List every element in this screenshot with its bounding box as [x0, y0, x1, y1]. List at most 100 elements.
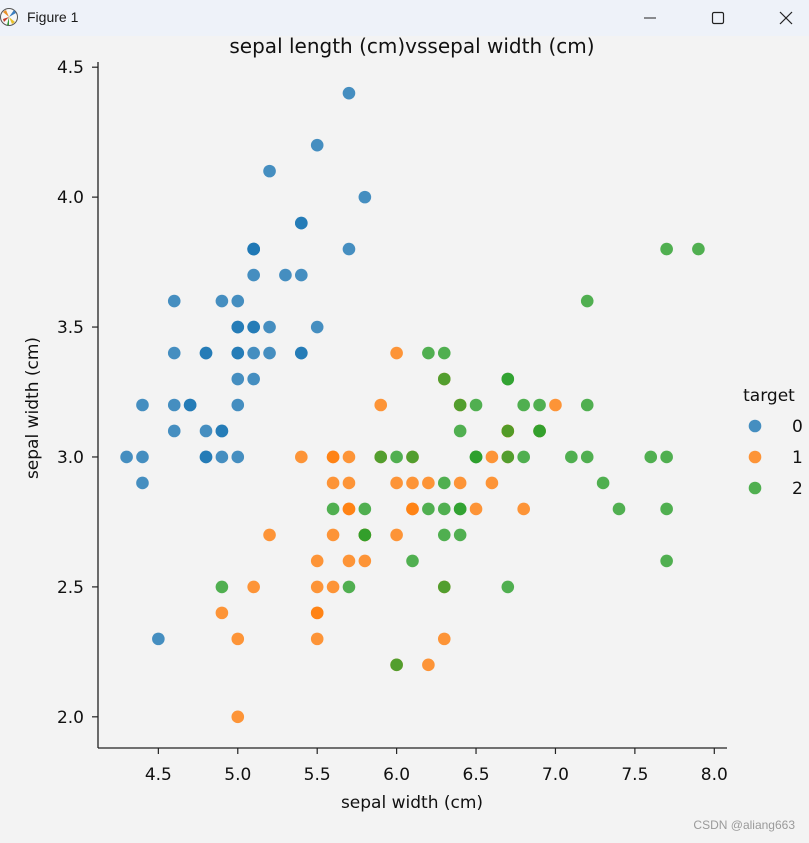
data-point-series-1 — [469, 502, 483, 516]
data-point-series-0 — [231, 450, 245, 464]
data-point-series-0 — [247, 320, 260, 334]
data-point-series-0 — [231, 346, 245, 360]
data-point-series-1 — [342, 502, 356, 516]
data-point-series-1 — [390, 528, 403, 542]
data-point-series-1 — [342, 450, 356, 464]
data-point-series-2 — [501, 450, 515, 464]
data-point-series-2 — [580, 398, 594, 412]
data-point-series-0 — [263, 320, 276, 334]
data-point-series-0 — [183, 398, 197, 412]
data-point-series-2 — [437, 372, 451, 386]
watermark: CSDN @aliang663 — [693, 818, 795, 832]
data-point-series-0 — [295, 346, 308, 360]
data-point-series-2 — [358, 502, 372, 516]
data-point-series-2 — [453, 424, 467, 438]
data-point-series-1 — [310, 580, 324, 594]
data-point-series-2 — [660, 502, 673, 516]
data-point-series-2 — [660, 242, 673, 256]
data-point-series-1 — [263, 528, 276, 542]
data-point-series-2 — [390, 450, 403, 464]
data-point-series-1 — [390, 476, 403, 490]
data-point-series-1 — [453, 476, 467, 490]
data-point-series-2 — [406, 450, 419, 464]
data-point-series-2 — [644, 450, 658, 464]
matplotlib-logo-icon — [0, 8, 18, 26]
maximize-icon — [711, 11, 725, 25]
data-point-series-0 — [342, 86, 356, 100]
axes: 4.5 5.0 5.5 6.0 6.5 7.0 7.5 8.0 2.0 2.5 3.0 3.5 4.0 4… — [57, 58, 728, 785]
data-point-series-0 — [279, 268, 292, 282]
data-point-series-0 — [215, 450, 229, 464]
data-point-series-1 — [437, 632, 451, 646]
data-point-series-0 — [231, 398, 245, 412]
data-point-series-0 — [247, 346, 260, 360]
x-tick-label: 5.5 — [304, 765, 331, 785]
close-icon — [779, 11, 793, 25]
data-point-series-2 — [453, 528, 467, 542]
data-point-series-0 — [167, 424, 181, 438]
data-point-series-2 — [390, 658, 403, 672]
data-point-series-2 — [469, 398, 483, 412]
data-point-series-2 — [501, 580, 515, 594]
data-point-series-0 — [199, 450, 213, 464]
maximize-button[interactable] — [695, 0, 741, 36]
legend-title: target — [743, 386, 795, 406]
data-point-series-2 — [215, 580, 229, 594]
data-point-series-2 — [326, 502, 340, 516]
data-point-series-0 — [310, 320, 324, 334]
x-tick-label: 5.0 — [224, 765, 251, 785]
y-tick-label: 3.5 — [57, 318, 84, 338]
legend-marker-0 — [748, 419, 762, 433]
data-point-series-2 — [342, 580, 356, 594]
data-point-series-2 — [453, 398, 467, 412]
data-point-series-1 — [342, 476, 356, 490]
data-point-series-1 — [326, 476, 340, 490]
data-point-series-2 — [596, 476, 610, 490]
data-point-series-0 — [342, 242, 356, 256]
minimize-button[interactable] — [627, 0, 673, 36]
data-point-series-0 — [215, 294, 229, 308]
data-point-series-1 — [326, 528, 340, 542]
y-tick-label: 4.5 — [57, 58, 84, 78]
data-point-series-0 — [199, 346, 213, 360]
data-point-series-0 — [231, 372, 245, 386]
data-point-series-0 — [120, 450, 133, 464]
data-point-series-1 — [406, 502, 419, 516]
data-point-series-1 — [247, 580, 260, 594]
y-axis-label: sepal width (cm) — [23, 337, 43, 479]
data-point-series-0 — [247, 268, 260, 282]
data-point-series-2 — [437, 502, 451, 516]
data-point-series-2 — [517, 450, 530, 464]
data-point-series-1 — [326, 580, 340, 594]
legend: target 0 1 2 — [743, 386, 803, 499]
close-button[interactable] — [763, 0, 809, 36]
data-point-series-2 — [501, 424, 515, 438]
legend-marker-2 — [748, 481, 762, 495]
y-tick-label: 2.5 — [57, 578, 84, 598]
data-point-series-2 — [422, 346, 435, 360]
data-point-series-0 — [295, 268, 308, 282]
data-point-series-1 — [358, 554, 372, 568]
data-point-series-0 — [215, 424, 229, 438]
data-point-series-1 — [422, 476, 435, 490]
data-point-series-2 — [406, 554, 419, 568]
data-point-series-2 — [612, 502, 626, 516]
data-point-series-1 — [485, 476, 499, 490]
data-point-series-2 — [660, 450, 673, 464]
data-point-series-2 — [517, 398, 530, 412]
x-tick-label: 7.5 — [621, 765, 648, 785]
data-point-series-1 — [374, 398, 388, 412]
legend-label-1: 1 — [792, 448, 803, 468]
data-point-series-0 — [263, 346, 276, 360]
x-tick-label: 6.0 — [383, 765, 410, 785]
data-point-series-0 — [199, 424, 213, 438]
data-point-series-2 — [580, 450, 594, 464]
y-tick-label: 3.0 — [57, 448, 84, 468]
data-point-series-1 — [310, 606, 324, 620]
x-tick-label: 8.0 — [701, 765, 728, 785]
data-point-series-1 — [342, 554, 356, 568]
data-point-series-1 — [231, 632, 245, 646]
data-point-series-1 — [422, 658, 435, 672]
data-point-series-2 — [501, 372, 515, 386]
